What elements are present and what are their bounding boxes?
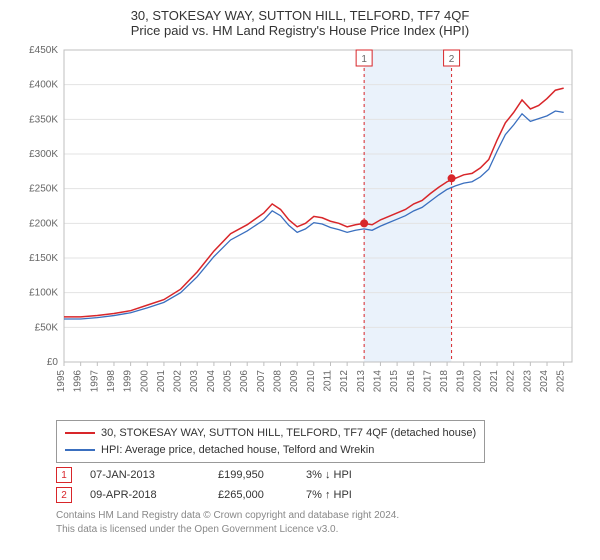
svg-text:2020: 2020 [472, 370, 483, 393]
footnote-line1: Contains HM Land Registry data © Crown c… [56, 509, 584, 523]
svg-text:£200K: £200K [29, 218, 58, 229]
svg-text:2001: 2001 [156, 370, 167, 393]
svg-text:2019: 2019 [456, 370, 467, 393]
svg-text:£0: £0 [47, 357, 59, 368]
chart-title-line2: Price paid vs. HM Land Registry's House … [16, 23, 584, 38]
svg-text:2018: 2018 [439, 370, 450, 393]
svg-text:2004: 2004 [206, 370, 217, 393]
sale-price-1: £199,950 [218, 469, 288, 481]
svg-text:2012: 2012 [339, 370, 350, 393]
sale-price-2: £265,000 [218, 489, 288, 501]
svg-text:2003: 2003 [189, 370, 200, 393]
sale-hpi-1: 3% ↓ HPI [306, 469, 352, 481]
price-chart: £0 £50K £100K £150K £200K £250K £300K £350K £400… [16, 44, 576, 414]
legend-swatch-hpi [65, 449, 95, 451]
svg-text:£250K: £250K [29, 184, 58, 195]
svg-text:2017: 2017 [422, 370, 433, 393]
svg-text:1996: 1996 [73, 370, 84, 393]
svg-text:2022: 2022 [506, 370, 517, 393]
svg-text:£300K: £300K [29, 149, 58, 160]
sale-marker-2: 2 [56, 487, 72, 503]
svg-text:2006: 2006 [239, 370, 250, 393]
svg-text:2011: 2011 [322, 370, 333, 392]
sale-hpi-2: 7% ↑ HPI [306, 489, 352, 501]
legend-label-hpi: HPI: Average price, detached house, Telf… [101, 442, 374, 459]
svg-text:1999: 1999 [123, 370, 134, 393]
sale-row-1: 1 07-JAN-2013 £199,950 3% ↓ HPI [56, 467, 584, 483]
svg-text:2: 2 [449, 54, 455, 65]
svg-text:2023: 2023 [522, 370, 533, 393]
svg-text:£450K: £450K [29, 45, 58, 56]
svg-text:2009: 2009 [289, 370, 300, 393]
svg-text:1995: 1995 [56, 370, 67, 393]
svg-text:1997: 1997 [89, 370, 100, 393]
svg-text:2002: 2002 [173, 370, 184, 393]
legend-row-property: 30, STOKESAY WAY, SUTTON HILL, TELFORD, … [65, 425, 476, 442]
svg-text:2010: 2010 [306, 370, 317, 393]
svg-text:£400K: £400K [29, 80, 58, 91]
legend-swatch-property [65, 432, 95, 434]
legend: 30, STOKESAY WAY, SUTTON HILL, TELFORD, … [56, 420, 485, 463]
svg-text:2014: 2014 [372, 370, 383, 393]
svg-text:£350K: £350K [29, 114, 58, 125]
svg-text:2015: 2015 [389, 370, 400, 393]
svg-text:2008: 2008 [273, 370, 284, 393]
svg-text:2007: 2007 [256, 370, 267, 393]
sale-date-1: 07-JAN-2013 [90, 469, 200, 481]
svg-text:2005: 2005 [223, 370, 234, 393]
svg-text:2025: 2025 [556, 370, 567, 393]
footnote-line2: This data is licensed under the Open Gov… [56, 523, 584, 537]
svg-text:£150K: £150K [29, 253, 58, 264]
svg-text:2000: 2000 [139, 370, 150, 393]
footnote: Contains HM Land Registry data © Crown c… [56, 509, 584, 537]
svg-text:£50K: £50K [35, 322, 59, 333]
sale-row-2: 2 09-APR-2018 £265,000 7% ↑ HPI [56, 487, 584, 503]
svg-text:2013: 2013 [356, 370, 367, 393]
svg-text:1: 1 [361, 54, 367, 65]
svg-text:1998: 1998 [106, 370, 117, 393]
legend-label-property: 30, STOKESAY WAY, SUTTON HILL, TELFORD, … [101, 425, 476, 442]
sale-marker-1: 1 [56, 467, 72, 483]
svg-text:2021: 2021 [489, 370, 500, 393]
svg-text:2024: 2024 [539, 370, 550, 393]
sale-date-2: 09-APR-2018 [90, 489, 200, 501]
chart-title-line1: 30, STOKESAY WAY, SUTTON HILL, TELFORD, … [16, 8, 584, 23]
legend-row-hpi: HPI: Average price, detached house, Telf… [65, 442, 476, 459]
svg-text:£100K: £100K [29, 288, 58, 299]
svg-text:2016: 2016 [406, 370, 417, 393]
